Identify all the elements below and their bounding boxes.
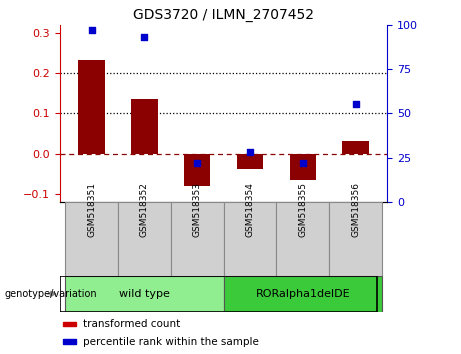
Title: GDS3720 / ILMN_2707452: GDS3720 / ILMN_2707452 [133,8,314,22]
Point [299,160,307,166]
Text: GSM518354: GSM518354 [245,183,254,238]
Bar [237,154,263,169]
Text: GSM518355: GSM518355 [298,182,307,238]
Text: percentile rank within the sample: percentile rank within the sample [83,337,259,347]
Bar [343,142,369,154]
Text: GSM518352: GSM518352 [140,183,149,238]
Point [141,34,148,40]
Text: GSM518351: GSM518351 [87,182,96,238]
Bar [63,339,76,344]
Bar [290,154,316,180]
Point [352,102,359,107]
Bar [65,202,118,276]
Bar [171,202,224,276]
Point [194,160,201,166]
Text: GSM518353: GSM518353 [193,182,202,238]
Text: transformed count: transformed count [83,319,180,329]
Bar [224,202,277,276]
Bar [63,322,76,326]
Bar [118,202,171,276]
Text: RORalpha1delDE: RORalpha1delDE [255,289,350,299]
Bar [329,202,382,276]
Point [88,27,95,33]
Bar [78,60,105,154]
Bar [131,99,158,154]
Point [246,149,254,155]
Text: wild type: wild type [119,289,170,299]
Bar [184,154,210,187]
Text: GSM518356: GSM518356 [351,182,360,238]
Bar [65,276,224,312]
Bar [277,202,329,276]
Text: genotype/variation: genotype/variation [5,289,97,299]
Bar [224,276,382,312]
